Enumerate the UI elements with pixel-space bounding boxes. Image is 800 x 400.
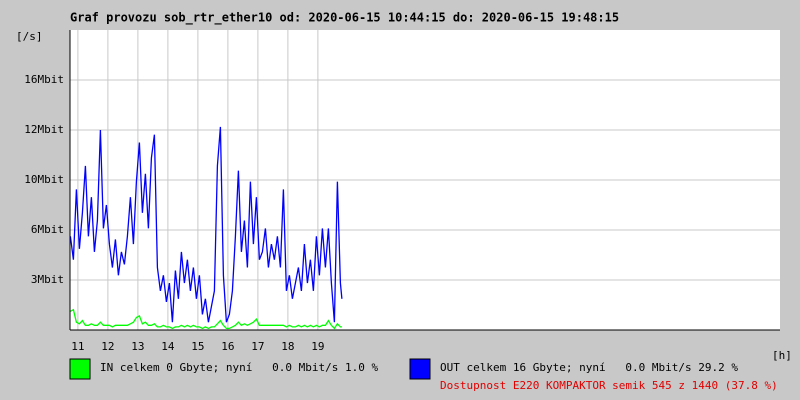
x-tick-label: 12: [101, 340, 114, 353]
legend-entry: IN celkem 0 Gbyte; nyní 0.0 Mbit/s 1.0 %: [100, 361, 379, 374]
x-tick-label: 13: [131, 340, 144, 353]
y-tick-label: 3Mbit: [31, 273, 64, 286]
y-axis-label: [/s]: [16, 30, 43, 43]
x-tick-label: 19: [311, 340, 324, 353]
series-line: [70, 308, 342, 330]
availability-note: Dostupnost E220 KOMPAKTOR semik 545 z 14…: [440, 379, 778, 392]
x-tick-label: 15: [191, 340, 204, 353]
legend-swatch-out: [409, 358, 431, 380]
x-tick-label: 11: [71, 340, 84, 353]
y-tick-label: 6Mbit: [31, 223, 64, 236]
series-line: [69, 126, 343, 323]
chart-title: Graf provozu sob_rtr_ether10 od: 2020-06…: [70, 11, 619, 26]
x-tick-label: 18: [281, 340, 294, 353]
x-axis-label: [h]: [772, 349, 792, 362]
x-tick-label: 16: [221, 340, 234, 353]
y-tick-label: 12Mbit: [24, 123, 64, 136]
y-tick-label: 16Mbit: [24, 73, 64, 86]
legend-entry: OUT celkem 16 Gbyte; nyní 0.0 Mbit/s 29.…: [440, 361, 738, 374]
legend-swatch-in: [69, 358, 91, 380]
x-tick-label: 14: [161, 340, 175, 353]
x-tick-label: 17: [251, 340, 264, 353]
y-tick-label: 10Mbit: [24, 173, 64, 186]
